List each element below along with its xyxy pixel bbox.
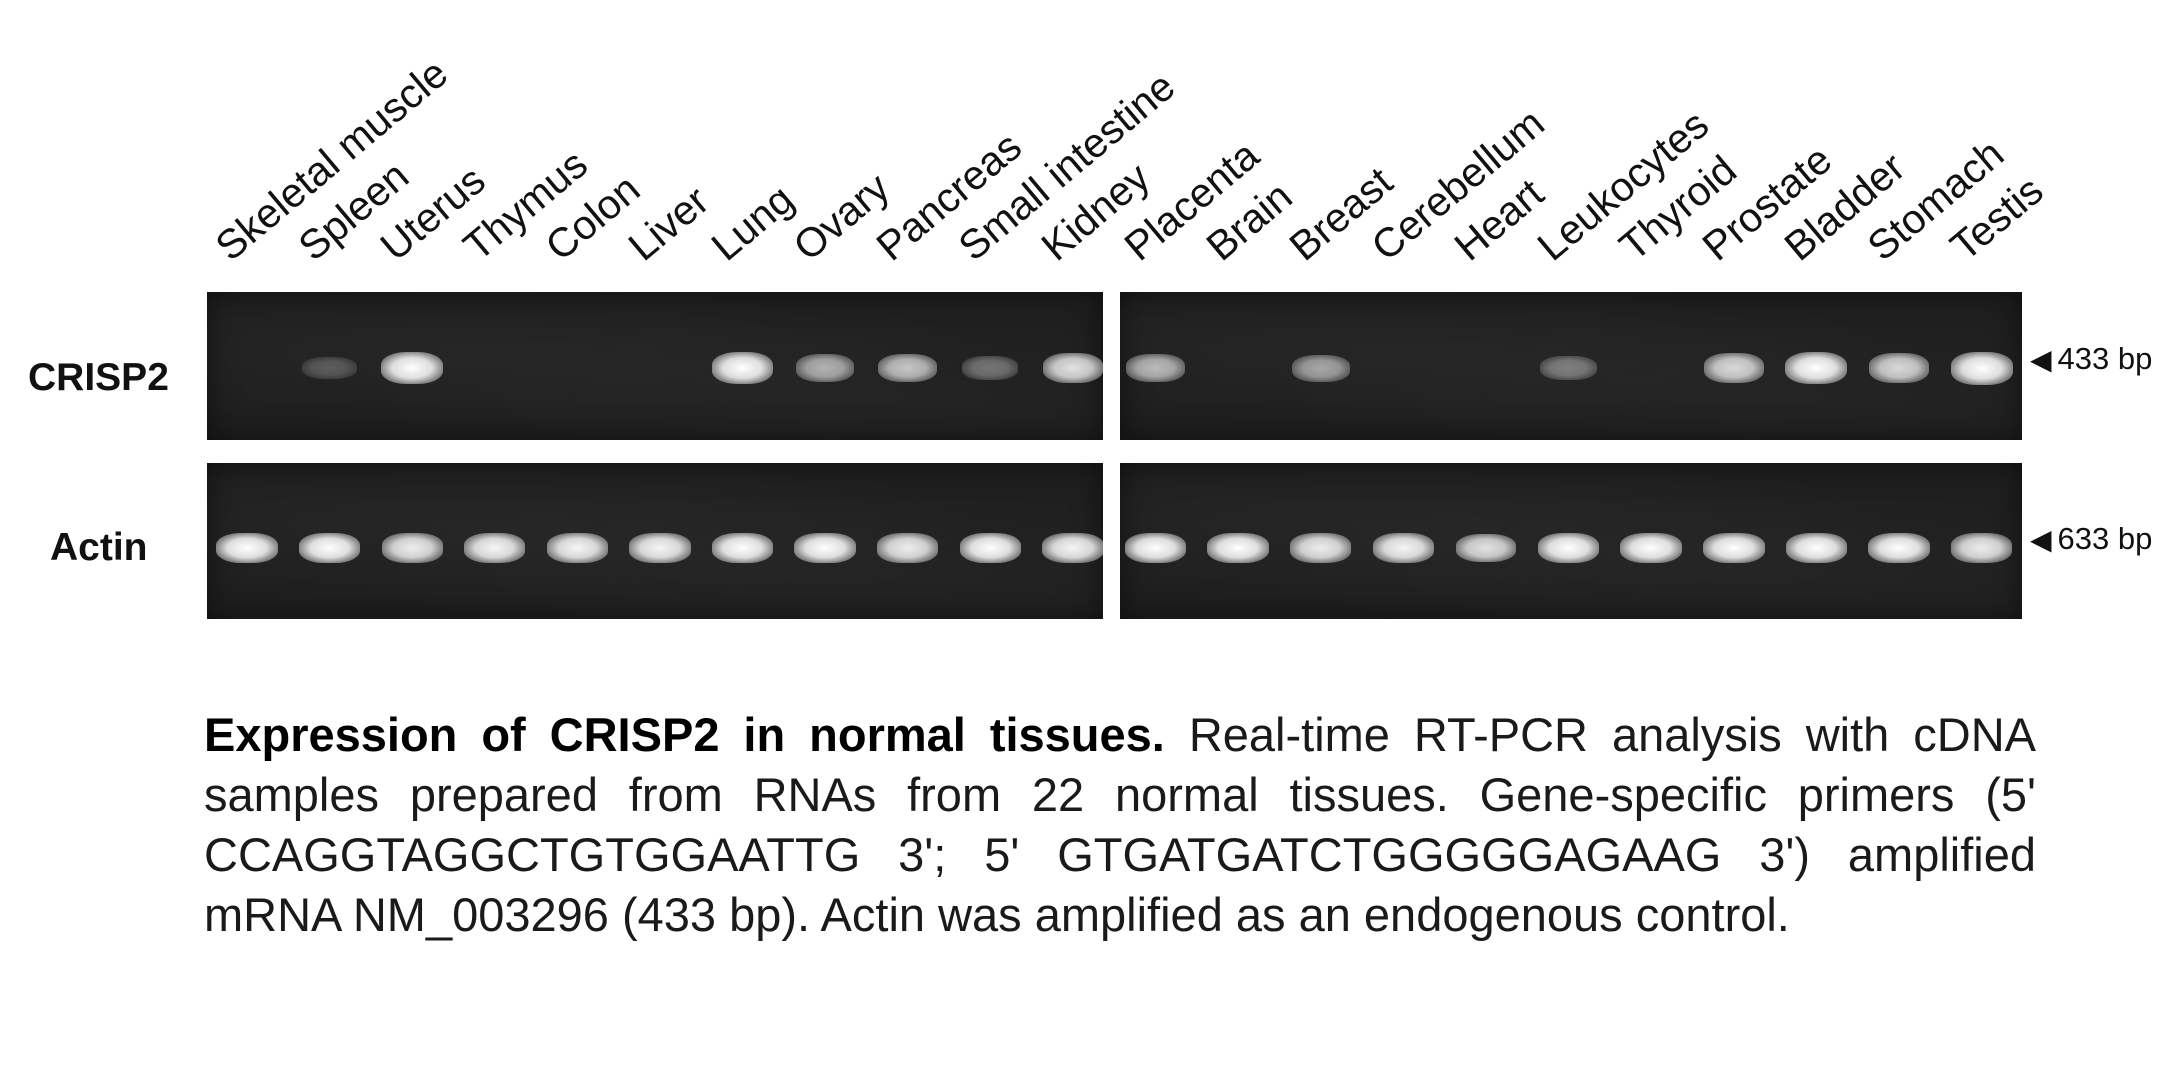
band-actin-heart xyxy=(1455,533,1517,563)
lane-label-lung: Lung xyxy=(702,175,802,270)
band-actin-prostate xyxy=(1703,532,1765,564)
band-actin-lung xyxy=(711,532,774,564)
band-crisp2-pancreas xyxy=(878,353,938,383)
row-label-crisp2: CRISP2 xyxy=(28,356,169,399)
caption-text: Real-time RT-PCR analysis with cDNA samp… xyxy=(204,708,2037,941)
band-actin-small-intestine xyxy=(959,532,1022,564)
band-actin-thymus xyxy=(464,533,526,563)
band-actin-ovary xyxy=(794,532,856,564)
band-actin-breast xyxy=(1290,533,1352,563)
band-crisp2-bladder xyxy=(1785,351,1848,385)
band-crisp2-lung xyxy=(711,351,774,385)
band-crisp2-small-intestine xyxy=(962,356,1019,380)
figure-caption: Expression of CRISP2 in normal tissues. … xyxy=(204,705,2036,945)
band-actin-skeletal-muscle xyxy=(216,532,278,564)
band-crisp2-placenta xyxy=(1126,353,1185,383)
band-crisp2-testis xyxy=(1950,351,2013,385)
band-actin-uterus xyxy=(381,533,443,563)
band-actin-kidney xyxy=(1042,533,1103,563)
marker-433bp: ◀ 433 bp xyxy=(2030,343,2152,374)
gel-panel-actin-right xyxy=(1120,463,2022,619)
marker-633bp: ◀ 633 bp xyxy=(2030,523,2152,554)
band-actin-leukocytes xyxy=(1537,532,1600,564)
band-crisp2-uterus xyxy=(381,351,443,385)
band-crisp2-kidney xyxy=(1042,352,1103,384)
caption-title: Expression of CRISP2 in normal tissues. xyxy=(204,708,1165,761)
band-actin-pancreas xyxy=(877,533,939,563)
band-actin-testis xyxy=(1951,533,2012,563)
band-crisp2-stomach xyxy=(1869,353,1929,383)
band-crisp2-prostate xyxy=(1703,353,1764,383)
band-actin-stomach xyxy=(1868,532,1930,564)
marker-label: 433 bp xyxy=(2057,341,2153,376)
row-label-actin: Actin xyxy=(50,526,148,569)
band-actin-cerebellum xyxy=(1372,533,1434,563)
band-crisp2-leukocytes xyxy=(1540,355,1597,381)
band-crisp2-breast xyxy=(1291,354,1350,382)
band-actin-colon xyxy=(546,533,608,563)
band-crisp2-ovary xyxy=(796,354,855,382)
marker-label: 633 bp xyxy=(2057,521,2153,556)
band-actin-placenta xyxy=(1124,532,1187,564)
band-actin-thyroid xyxy=(1620,532,1682,564)
band-actin-liver xyxy=(629,533,691,563)
gel-panel-actin-left xyxy=(207,463,1103,619)
band-actin-brain xyxy=(1207,532,1269,564)
left-arrow-icon: ◀ xyxy=(2030,344,2052,375)
gel-figure: Skeletal muscle Spleen Uterus Thymus Colon Li… xyxy=(28,50,2152,619)
lane-label-ovary: Ovary xyxy=(784,163,899,270)
band-crisp2-spleen xyxy=(302,356,358,380)
left-arrow-icon: ◀ xyxy=(2030,524,2052,555)
band-actin-bladder xyxy=(1785,532,1848,564)
gel-panel-crisp2-left xyxy=(207,292,1103,440)
band-actin-spleen xyxy=(298,532,361,564)
gel-panel-crisp2-right xyxy=(1120,292,2022,440)
